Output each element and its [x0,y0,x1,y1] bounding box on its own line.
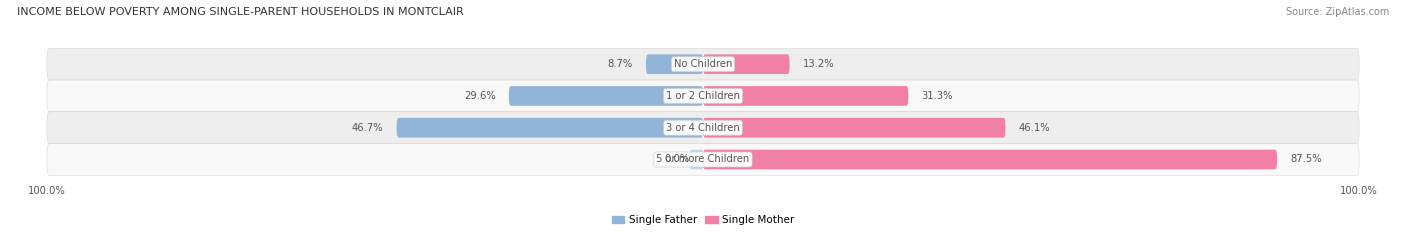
Text: 0.0%: 0.0% [665,154,690,164]
Text: 1 or 2 Children: 1 or 2 Children [666,91,740,101]
FancyBboxPatch shape [703,150,1277,169]
Text: 29.6%: 29.6% [464,91,496,101]
FancyBboxPatch shape [690,150,703,169]
Text: 8.7%: 8.7% [607,59,633,69]
FancyBboxPatch shape [645,54,703,74]
Text: 87.5%: 87.5% [1291,154,1322,164]
Text: 3 or 4 Children: 3 or 4 Children [666,123,740,133]
Text: 5 or more Children: 5 or more Children [657,154,749,164]
Text: 46.1%: 46.1% [1018,123,1050,133]
Text: 13.2%: 13.2% [803,59,834,69]
FancyBboxPatch shape [703,54,790,74]
Text: INCOME BELOW POVERTY AMONG SINGLE-PARENT HOUSEHOLDS IN MONTCLAIR: INCOME BELOW POVERTY AMONG SINGLE-PARENT… [17,7,464,17]
FancyBboxPatch shape [46,112,1360,144]
Text: 31.3%: 31.3% [921,91,953,101]
FancyBboxPatch shape [46,48,1360,80]
FancyBboxPatch shape [509,86,703,106]
FancyBboxPatch shape [703,118,1005,137]
FancyBboxPatch shape [46,144,1360,175]
FancyBboxPatch shape [396,118,703,137]
Text: 46.7%: 46.7% [352,123,384,133]
FancyBboxPatch shape [703,86,908,106]
Text: Source: ZipAtlas.com: Source: ZipAtlas.com [1285,7,1389,17]
Text: No Children: No Children [673,59,733,69]
FancyBboxPatch shape [46,80,1360,112]
Legend: Single Father, Single Mother: Single Father, Single Mother [607,211,799,230]
